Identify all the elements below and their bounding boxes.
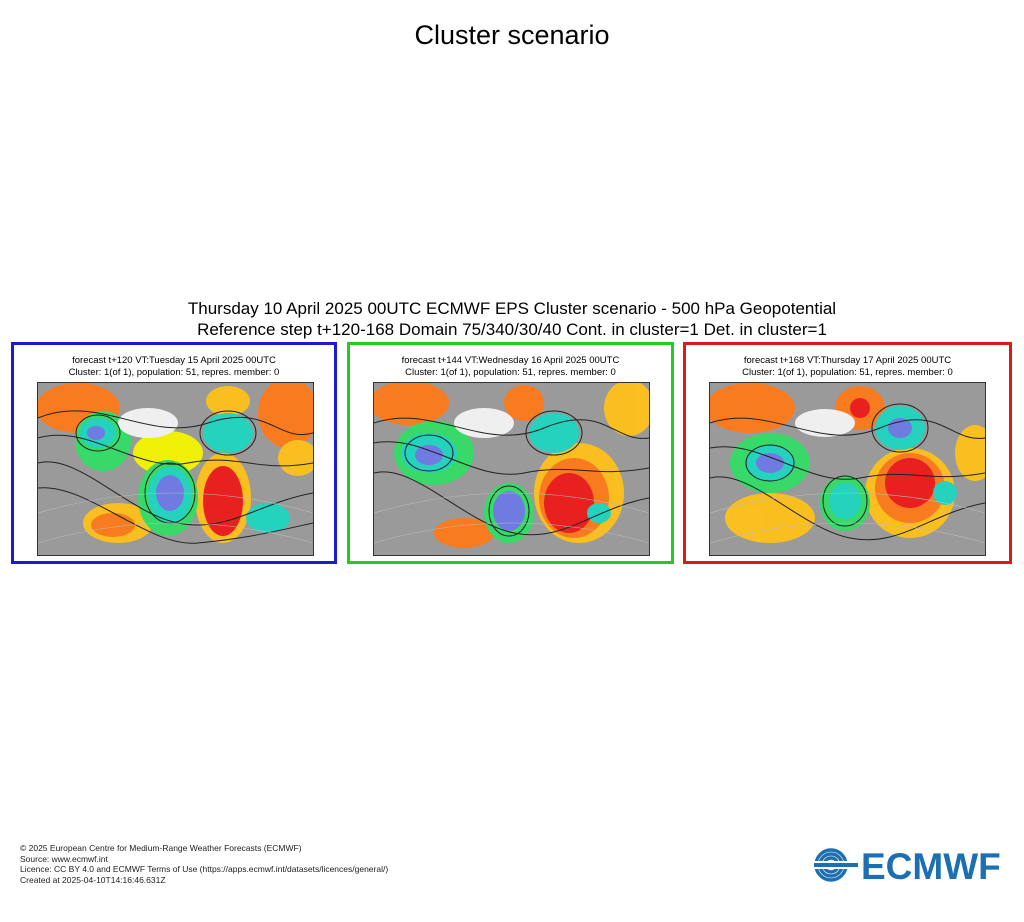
heading-line-2: Reference step t+120-168 Domain 75/340/3… (197, 320, 827, 339)
panel-caption-line-2: Cluster: 1(of 1), population: 51, repres… (405, 367, 616, 378)
panel-caption-line-2: Cluster: 1(of 1), population: 51, repres… (68, 367, 280, 378)
forecast-panel-t168[interactable]: forecast t+168 VT:Thursday 17 April 2025… (683, 342, 1012, 564)
heading-line-1: Thursday 10 April 2025 00UTC ECMWF EPS C… (187, 299, 837, 318)
panel-caption-line-1: forecast t+144 VT:Wednesday 16 April 202… (401, 355, 620, 366)
chart-heading: Thursday 10 April 2025 00UTC ECMWF EPS C… (0, 298, 1024, 340)
ecmwf-logo: ECMWF (812, 846, 1007, 887)
licence-text: Licence: CC BY 4.0 and ECMWF Terms of Us… (20, 864, 389, 875)
forecast-panel-t120[interactable]: forecast t+120 VT:Tuesday 15 April 2025 … (11, 342, 337, 564)
anomaly-map (373, 382, 650, 556)
source-text: Source: www.ecmwf.int (20, 853, 108, 864)
copyright-text: © 2025 European Centre for Medium-Range … (20, 843, 302, 853)
anomaly-map (709, 382, 986, 556)
panel-caption-line-1: forecast t+168 VT:Thursday 17 April 2025… (743, 355, 952, 366)
ecmwf-logo-mark (812, 848, 860, 882)
page-title: Cluster scenario (414, 20, 610, 50)
created-text: Created at 2025-04-10T14:16:46.631Z (20, 874, 166, 885)
anomaly-map (37, 382, 314, 556)
footer-credits: © 2025 European Centre for Medium-Range … (20, 843, 388, 885)
panel-caption-line-2: Cluster: 1(of 1), population: 51, repres… (742, 367, 953, 378)
ecmwf-logo-text: ECMWF (861, 846, 1001, 884)
forecast-panel-t144[interactable]: forecast t+144 VT:Wednesday 16 April 202… (347, 342, 674, 564)
panel-caption-line-1: forecast t+120 VT:Tuesday 15 April 2025 … (72, 355, 276, 366)
